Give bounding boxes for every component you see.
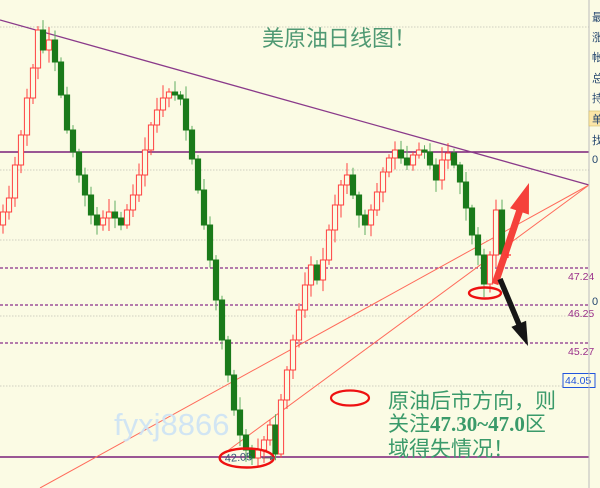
svg-text:0: 0 [592,154,598,166]
svg-text:持: 持 [592,91,600,105]
svg-text:47.24: 47.24 [568,271,594,283]
svg-text:最: 最 [592,11,600,24]
svg-text:找: 找 [592,133,600,147]
svg-text:44.05: 44.05 [565,375,591,387]
svg-text:45.27: 45.27 [568,346,594,358]
svg-text:0: 0 [592,296,598,308]
svg-text:fyxj8866: fyxj8866 [114,407,229,442]
svg-text:总: 总 [592,71,600,85]
svg-text:涨: 涨 [592,31,600,44]
svg-text:美原油日线图！: 美原油日线图！ [262,26,416,51]
svg-text:帐: 帐 [592,51,600,64]
svg-text:原油后市方向，则: 原油后市方向，则 [388,389,556,413]
svg-text:42.05: 42.05 [224,451,252,465]
svg-text:46.25: 46.25 [568,308,594,320]
svg-text:域得失情况！: 域得失情况！ [388,437,514,461]
svg-text:关注47.30~47.0区: 关注47.30~47.0区 [388,412,546,436]
svg-text:单: 单 [592,113,600,126]
